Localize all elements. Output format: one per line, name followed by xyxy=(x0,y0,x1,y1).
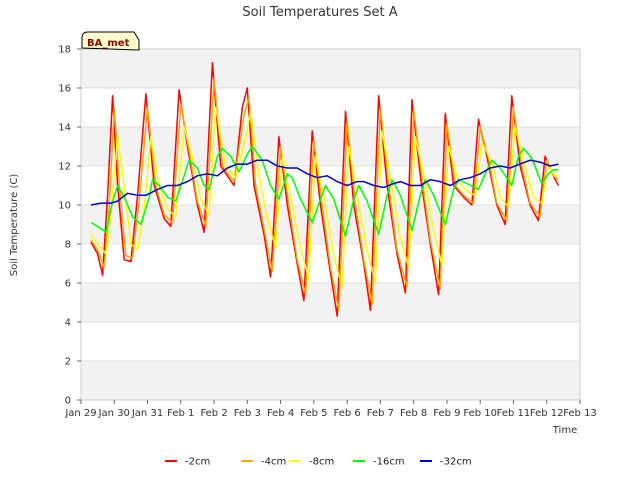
x-tick-label: Feb 7 xyxy=(367,408,394,419)
x-tick-label: Feb 13 xyxy=(563,408,597,419)
x-tick-label: Feb 3 xyxy=(234,408,261,419)
chart-title: Soil Temperatures Set A xyxy=(242,5,397,20)
y-axis-ticks: 0 2 4 6 8 10 12 14 16 18 xyxy=(58,45,81,407)
axes xyxy=(80,48,581,401)
y-tick-label: 10 xyxy=(58,201,71,212)
legend-label: -2cm xyxy=(185,457,210,468)
series-lines xyxy=(90,61,560,317)
legend-label: -32cm xyxy=(440,457,472,468)
y-tick-label: 2 xyxy=(65,357,71,368)
grid-band xyxy=(81,361,580,400)
x-tick-label: Jan 31 xyxy=(131,408,163,419)
y-tick-label: 12 xyxy=(58,162,71,173)
x-tick-label: Feb 5 xyxy=(300,408,327,419)
legend-label: -4cm xyxy=(261,457,286,468)
grid-band xyxy=(81,49,580,88)
y-tick-label: 8 xyxy=(65,240,71,251)
series-line-minus-8cm xyxy=(90,106,559,288)
x-axis-ticks: Jan 29 Jan 30 Jan 31 Feb 1 Feb 2 Feb 3 Feb 4 Fe… xyxy=(64,400,597,419)
x-tick-label: Feb 1 xyxy=(167,408,194,419)
x-tick-label: Feb 9 xyxy=(433,408,460,419)
y-tick-label: 14 xyxy=(58,123,71,134)
badge-label: BA_met xyxy=(87,38,130,49)
y-tick-label: 0 xyxy=(65,396,71,407)
x-tick-label: Jan 30 xyxy=(98,408,130,419)
x-tick-label: Feb 4 xyxy=(267,408,294,419)
x-tick-label: Feb 11 xyxy=(497,408,531,419)
badge-box xyxy=(81,31,140,51)
series-line-minus-4cm xyxy=(90,77,559,312)
plot-frame xyxy=(80,48,581,401)
x-tick-label: Feb 2 xyxy=(200,408,227,419)
y-tick-label: 4 xyxy=(65,318,71,329)
grid-band xyxy=(81,283,580,322)
y-axis-label: Soil Temperature (C) xyxy=(9,174,20,277)
badge: BA_met xyxy=(81,31,140,51)
x-tick-label: Feb 8 xyxy=(400,408,427,419)
y-tick-label: 16 xyxy=(58,84,71,95)
y-tick-label: 18 xyxy=(58,45,71,56)
x-tick-label: Feb 10 xyxy=(463,408,497,419)
x-axis-label: Time xyxy=(552,425,577,436)
x-tick-label: Feb 6 xyxy=(334,408,361,419)
x-tick-label: Jan 29 xyxy=(64,408,96,419)
grid-band xyxy=(81,127,580,166)
grid xyxy=(81,48,580,401)
legend-label: -8cm xyxy=(309,457,334,468)
legend-label: -16cm xyxy=(373,457,405,468)
series-line-minus-32cm xyxy=(90,159,559,206)
y-tick-label: 6 xyxy=(65,279,71,290)
x-tick-label: Feb 12 xyxy=(530,408,564,419)
series-line-minus-2cm xyxy=(90,61,560,317)
legend: -2cm -4cm -8cm -16cm -32cm xyxy=(165,457,472,468)
